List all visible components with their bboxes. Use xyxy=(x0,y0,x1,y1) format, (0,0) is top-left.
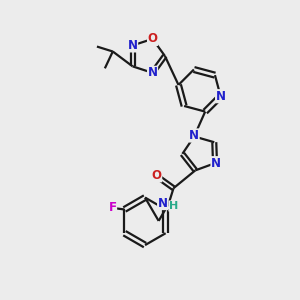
Text: N: N xyxy=(158,196,168,210)
Text: H: H xyxy=(169,201,178,211)
Text: N: N xyxy=(211,157,221,170)
Text: N: N xyxy=(128,39,138,52)
Text: F: F xyxy=(109,201,117,214)
Text: O: O xyxy=(148,32,158,45)
Text: O: O xyxy=(152,169,162,182)
Text: N: N xyxy=(216,90,226,103)
Text: N: N xyxy=(189,129,199,142)
Text: N: N xyxy=(148,66,158,79)
